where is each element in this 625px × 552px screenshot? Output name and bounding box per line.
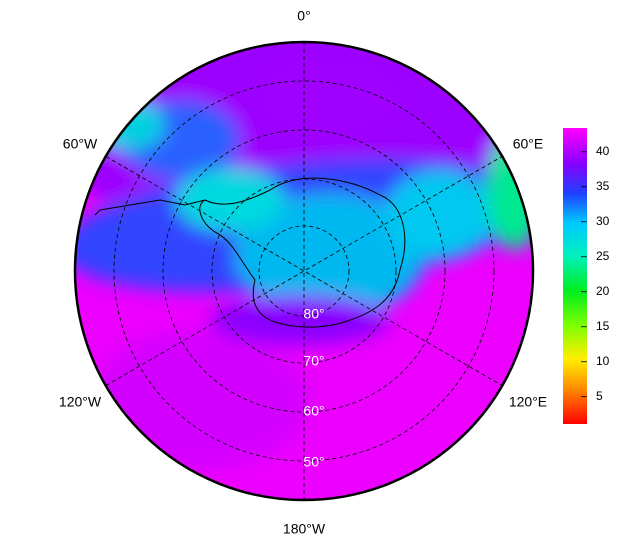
longitude-label: 60°E (513, 136, 544, 152)
longitude-label: 180°W (283, 521, 326, 537)
colorbar-tick-label: 40 (596, 144, 610, 158)
colorbar-tick-label: 10 (596, 354, 610, 368)
latitude-label: 60° (303, 403, 324, 419)
longitude-label: 120°W (59, 394, 102, 410)
latitude-label: 80° (303, 306, 324, 322)
colorbar-tick-label: 15 (596, 319, 610, 333)
colorbar-tick-label: 35 (596, 179, 610, 193)
longitude-label: 0° (297, 8, 310, 24)
colorbar (563, 128, 587, 424)
latitude-label: 50° (303, 454, 324, 470)
latitude-label: 70° (303, 353, 324, 369)
longitude-label: 120°E (509, 394, 547, 410)
colorbar-tick-label: 20 (596, 284, 610, 298)
graticule (105, 42, 503, 500)
colorbar-tick-label: 25 (596, 249, 610, 263)
map-border (73, 40, 535, 502)
colorbar-tick-label: 5 (596, 389, 603, 403)
longitude-label: 60°W (63, 136, 98, 152)
colorbar-tick-label: 30 (596, 214, 610, 228)
